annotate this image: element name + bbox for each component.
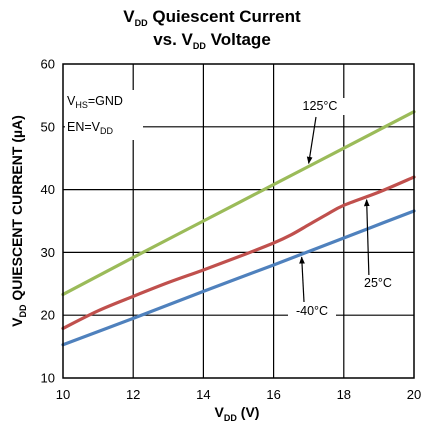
y-tick-label: 20 [41, 308, 55, 323]
x-tick-label: 16 [266, 387, 280, 402]
annotation-arrow-2 [299, 256, 305, 303]
annotation-arrow-0 [306, 116, 317, 165]
y-tick-label: 30 [41, 245, 55, 260]
y-tick-label: 40 [41, 182, 55, 197]
x-tick-label: 12 [126, 387, 140, 402]
y-tick-label: 60 [41, 57, 55, 72]
x-axis-label: VDD (V) [215, 404, 260, 423]
grid [63, 64, 414, 378]
annotation-label-2: -40°C [296, 304, 328, 318]
condition-vhs: VHS=GND [67, 94, 123, 110]
chart-title-line-1: VDD Quiescent Current [123, 7, 301, 28]
annotation-bg-1 [357, 275, 399, 292]
annotation-arrow-1 [363, 199, 370, 280]
x-tick-label: 10 [56, 387, 70, 402]
annotation-bg-2 [288, 303, 336, 320]
tick-labels: 10 12 14 16 18 20 10 20 30 40 50 60 [41, 57, 422, 403]
series-line-0 [61, 110, 416, 297]
x-tick-label: 18 [337, 387, 351, 402]
conditions-background [65, 90, 143, 140]
annotation-label-0: 125°C [303, 99, 338, 113]
x-tick-label: 14 [196, 387, 210, 402]
x-tick-label: 20 [407, 387, 421, 402]
chart-title-line-2: vs. VDD Voltage [153, 30, 271, 51]
plot-frame [62, 63, 415, 379]
condition-en: EN=VDD [67, 120, 114, 136]
series-line-2 [61, 209, 416, 347]
annotation-bg-0 [295, 98, 345, 115]
conditions-box: VHS=GND EN=VDD [65, 90, 143, 140]
series-line-1 [61, 175, 416, 330]
y-axis-label: VDD QUIESCENT CURRENT (µA) [9, 115, 28, 327]
y-tick-label: 50 [41, 119, 55, 134]
annotation-layer: 125°C 25°C -40°C [288, 98, 399, 320]
series-layer [61, 110, 416, 347]
annotation-label-1: 25°C [364, 276, 392, 290]
y-tick-label: 10 [41, 371, 55, 386]
